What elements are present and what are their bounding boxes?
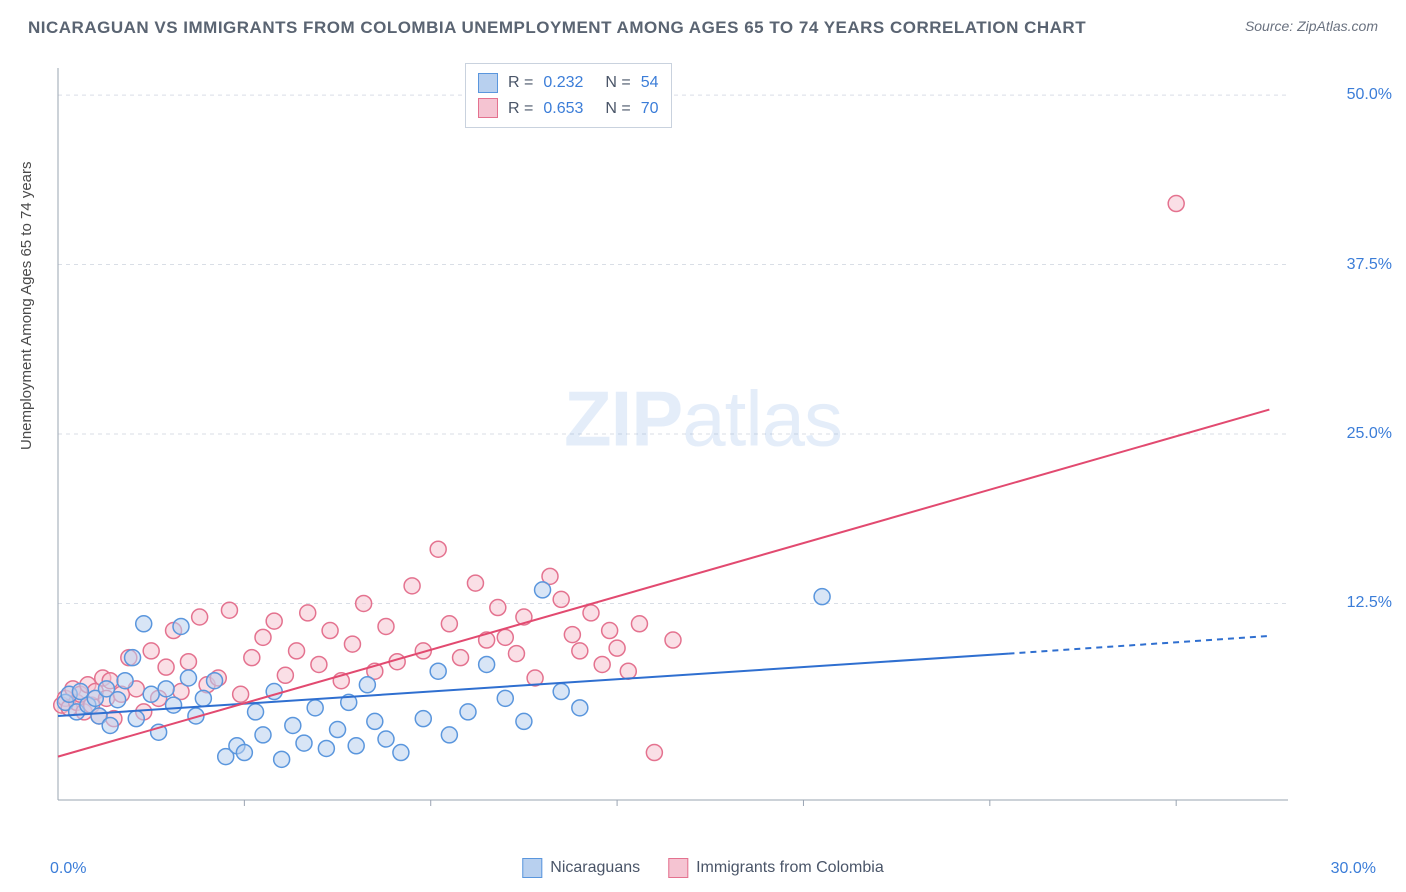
r-value-0: 0.232 <box>543 70 583 96</box>
n-label: N = <box>605 96 630 122</box>
legend-row-1: R = 0.653 N = 70 <box>478 96 659 122</box>
y-axis-label: Unemployment Among Ages 65 to 74 years <box>18 161 35 450</box>
legend-swatch-b0 <box>522 858 542 878</box>
chart-title: NICARAGUAN VS IMMIGRANTS FROM COLOMBIA U… <box>28 18 1086 38</box>
r-label: R = <box>508 70 533 96</box>
legend-swatch-b1 <box>668 858 688 878</box>
y-tick-label: 12.5% <box>1347 594 1392 612</box>
legend-swatch-1 <box>478 98 498 118</box>
n-value-1: 70 <box>641 96 659 122</box>
legend-item-1: Immigrants from Colombia <box>668 858 884 878</box>
series-legend: Nicaraguans Immigrants from Colombia <box>522 858 883 878</box>
legend-row-0: R = 0.232 N = 54 <box>478 70 659 96</box>
x-tick-right: 30.0% <box>1331 860 1376 878</box>
legend-item-0: Nicaraguans <box>522 858 640 878</box>
plot-svg <box>48 60 1368 840</box>
n-value-0: 54 <box>641 70 659 96</box>
n-label: N = <box>605 70 630 96</box>
r-value-1: 0.653 <box>543 96 583 122</box>
series-label-0: Nicaraguans <box>550 859 640 877</box>
y-tick-label: 50.0% <box>1347 86 1392 104</box>
y-tick-label: 25.0% <box>1347 425 1392 443</box>
legend-swatch-0 <box>478 73 498 93</box>
source-label: Source: ZipAtlas.com <box>1245 18 1378 34</box>
x-tick-origin: 0.0% <box>50 860 86 878</box>
series-label-1: Immigrants from Colombia <box>696 859 884 877</box>
y-tick-label: 37.5% <box>1347 256 1392 274</box>
r-label: R = <box>508 96 533 122</box>
scatter-plot <box>48 60 1368 840</box>
correlation-legend: R = 0.232 N = 54 R = 0.653 N = 70 <box>465 63 672 128</box>
